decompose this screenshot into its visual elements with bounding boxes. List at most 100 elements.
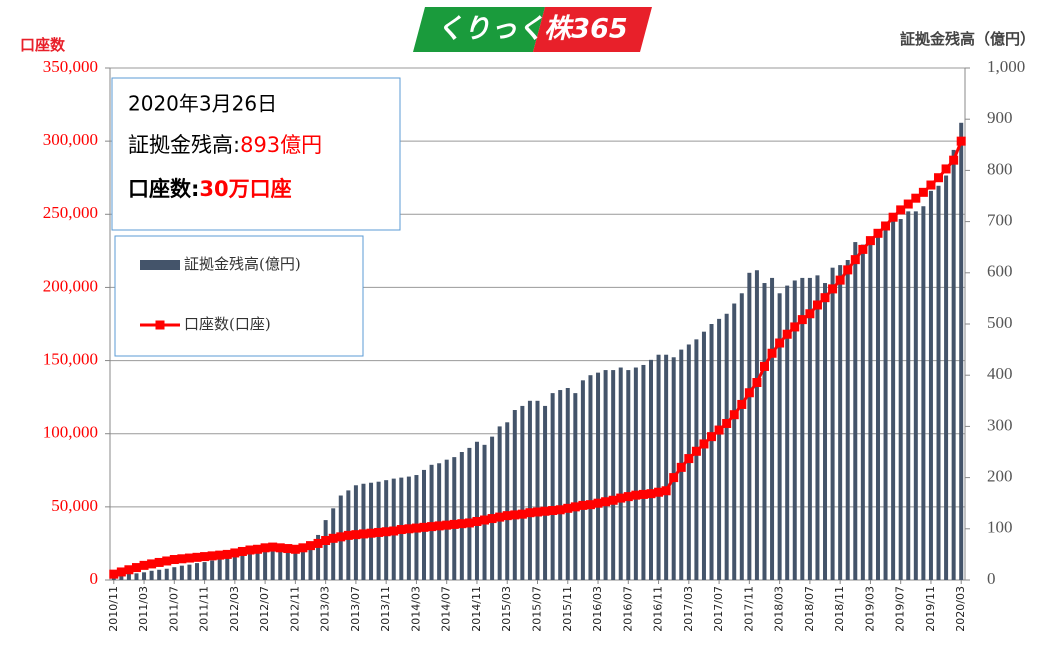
marker (729, 410, 739, 420)
bar (179, 565, 184, 580)
y2-tick-label: 700 (987, 211, 1013, 230)
marker (593, 498, 603, 508)
legend-label: 口座数(口座) (184, 315, 271, 333)
bar (225, 558, 230, 580)
marker (828, 284, 838, 294)
bar (580, 380, 585, 580)
bar (119, 574, 124, 580)
x-tick-label: 2011/11 (198, 586, 211, 632)
marker (192, 552, 202, 562)
x-tick-label: 2012/07 (258, 586, 271, 632)
x-tick-label: 2014/11 (470, 586, 483, 632)
marker (381, 527, 391, 537)
bar (633, 367, 638, 580)
info-date: 2020年3月26日 (128, 92, 277, 116)
marker (956, 136, 966, 146)
marker (767, 348, 777, 358)
marker (389, 526, 399, 536)
bar (823, 283, 828, 580)
y2-tick-label: 100 (987, 518, 1013, 537)
bar (588, 375, 593, 580)
marker (169, 555, 179, 565)
marker (275, 543, 285, 553)
marker (283, 544, 293, 554)
marker (563, 503, 573, 513)
marker (926, 180, 936, 190)
bar (709, 324, 714, 580)
bar (694, 339, 699, 580)
bar (860, 244, 865, 580)
bar (482, 444, 487, 580)
marker (540, 506, 550, 516)
marker (699, 439, 709, 449)
y-tick-label: 50,000 (51, 496, 98, 515)
marker (328, 533, 338, 543)
marker (116, 567, 126, 577)
marker (858, 244, 868, 254)
bar (316, 534, 321, 580)
marker (676, 462, 686, 472)
legend-label: 証拠金残高(億円) (184, 255, 301, 273)
x-tick-label: 2017/11 (742, 586, 755, 632)
bar (641, 364, 646, 580)
marker (949, 155, 959, 165)
y-tick-label: 300,000 (43, 130, 98, 149)
marker (230, 548, 240, 558)
bar (898, 219, 903, 581)
bar (951, 149, 956, 581)
marker (215, 550, 225, 560)
x-tick-label: 2017/07 (712, 586, 725, 632)
y2-axis-label: 証拠金残高（億円） (900, 30, 1035, 48)
bar (921, 206, 926, 581)
marker (237, 546, 247, 556)
marker (502, 511, 512, 521)
marker (903, 199, 913, 209)
marker (525, 508, 535, 518)
bar (300, 546, 305, 580)
legend-items: 証拠金残高(億円) 口座数(口座) (140, 255, 301, 333)
bar (626, 370, 631, 580)
bar (891, 216, 896, 581)
bar (936, 185, 941, 580)
marker (918, 187, 928, 197)
bar (505, 422, 510, 580)
y-axis-label: 口座数 (20, 36, 66, 54)
marker (865, 236, 875, 246)
x-tick-label: 2014/03 (409, 586, 422, 632)
marker (941, 164, 951, 174)
x-tick-label: 2019/07 (894, 586, 907, 632)
y-tick-label: 250,000 (43, 203, 98, 222)
marker (654, 487, 664, 497)
marker (472, 516, 482, 526)
bar (467, 447, 472, 580)
marker (782, 329, 792, 339)
marker (797, 315, 807, 325)
bar (535, 400, 540, 580)
bar (172, 567, 177, 580)
bar (724, 313, 729, 580)
bar (770, 277, 775, 580)
legend-marker (155, 320, 165, 330)
x-tick-label: 2010/11 (107, 586, 120, 632)
marker (790, 322, 800, 332)
bar (308, 543, 313, 580)
marker (896, 205, 906, 215)
bar (838, 265, 843, 580)
bar (754, 270, 759, 580)
marker (850, 255, 860, 265)
marker (109, 569, 119, 579)
marker (533, 507, 542, 517)
marker (623, 492, 633, 502)
x-tick-label: 2013/11 (379, 586, 392, 632)
bar (671, 357, 676, 580)
info-accounts: 口座数:30万口座 (128, 177, 292, 201)
marker (669, 473, 679, 483)
bar (459, 452, 464, 580)
marker (207, 551, 217, 561)
bar (149, 570, 154, 580)
bar (944, 175, 949, 580)
logo-text: くりっく株365 (436, 14, 627, 45)
marker (336, 532, 346, 542)
marker (495, 512, 505, 522)
bar (270, 551, 275, 580)
